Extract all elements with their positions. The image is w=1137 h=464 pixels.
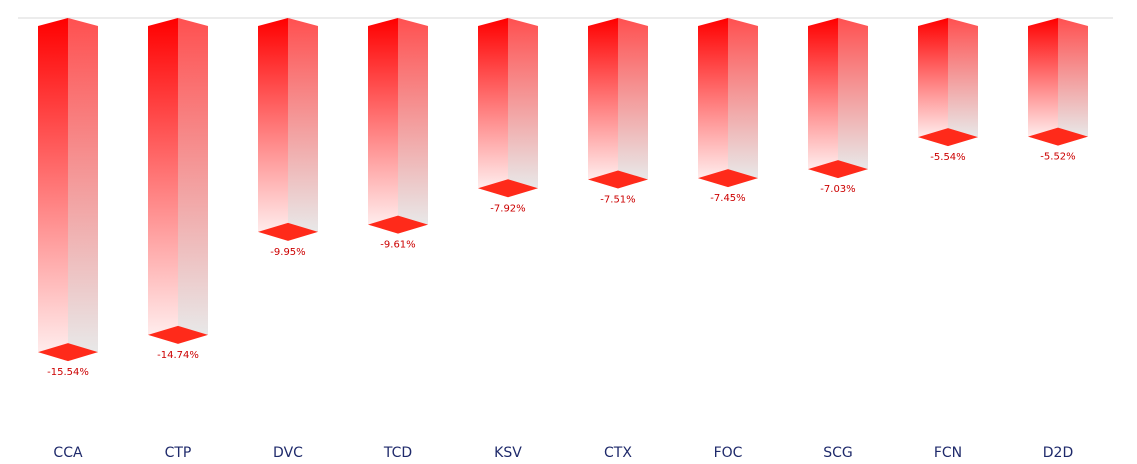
- bar-front-face: [808, 18, 838, 170]
- value-label-foc: -7.45%: [710, 193, 745, 204]
- bar-front-face: [918, 18, 948, 138]
- bar-front-face: [588, 18, 618, 180]
- bar-side-face: [508, 18, 538, 189]
- bar-bottom-cap: [478, 179, 538, 198]
- category-label-d2d: D2D: [1043, 445, 1073, 461]
- bar-bottom-cap: [38, 343, 98, 362]
- bar-bottom-cap: [588, 170, 648, 189]
- bar-ctx: [588, 18, 648, 189]
- bars-layer: [38, 18, 1088, 362]
- bar-side-face: [618, 18, 648, 180]
- value-label-ksv: -7.92%: [490, 203, 525, 214]
- category-label-foc: FOC: [714, 445, 743, 461]
- category-label-ksv: KSV: [494, 445, 522, 461]
- bar-ctp: [148, 18, 208, 344]
- category-label-cca: CCA: [53, 445, 83, 461]
- category-label-ctp: CTP: [165, 445, 192, 461]
- bar-foc: [698, 18, 758, 188]
- bar-ksv: [478, 18, 538, 198]
- value-label-d2d: -5.52%: [1040, 152, 1075, 163]
- bar-dvc: [258, 18, 318, 241]
- labels-layer: -15.54% CCA -14.74% CTP -9.95% DVC -9.61% TCD -7…: [47, 152, 1076, 461]
- bar-front-face: [148, 18, 178, 335]
- value-label-fcn: -5.54%: [930, 152, 965, 163]
- value-label-ctx: -7.51%: [600, 194, 635, 205]
- category-label-dvc: DVC: [273, 445, 303, 461]
- value-label-tcd: -9.61%: [380, 240, 415, 251]
- bar-front-face: [478, 18, 508, 189]
- bar-side-face: [288, 18, 318, 232]
- bar-bottom-cap: [148, 325, 208, 344]
- category-label-fcn: FCN: [934, 445, 962, 461]
- bar-bottom-cap: [258, 222, 318, 241]
- bar-side-face: [838, 18, 868, 170]
- category-label-tcd: TCD: [383, 445, 412, 461]
- bar-front-face: [38, 18, 68, 353]
- value-label-cca: -15.54%: [47, 367, 89, 378]
- bar-bottom-cap: [368, 215, 428, 234]
- category-label-scg: SCG: [823, 445, 853, 461]
- bar-front-face: [698, 18, 728, 179]
- value-label-dvc: -9.95%: [270, 247, 305, 258]
- category-label-ctx: CTX: [604, 445, 632, 461]
- bar-bottom-cap: [918, 128, 978, 147]
- bar-side-face: [398, 18, 428, 225]
- bar-side-face: [68, 18, 98, 353]
- bar-front-face: [368, 18, 398, 225]
- bar-bottom-cap: [698, 169, 758, 188]
- value-label-scg: -7.03%: [820, 184, 855, 195]
- bar-side-face: [728, 18, 758, 179]
- bar-side-face: [178, 18, 208, 335]
- bar-side-face: [948, 18, 978, 138]
- bar-d2d: [1028, 18, 1088, 146]
- bar-cca: [38, 18, 98, 362]
- bar-side-face: [1058, 18, 1088, 137]
- bar-bottom-cap: [1028, 127, 1088, 146]
- bar-front-face: [258, 18, 288, 232]
- bar-bottom-cap: [808, 160, 868, 179]
- value-label-ctp: -14.74%: [157, 350, 199, 361]
- bar-tcd: [368, 18, 428, 234]
- bar-front-face: [1028, 18, 1058, 137]
- bar-scg: [808, 18, 868, 179]
- bar-fcn: [918, 18, 978, 147]
